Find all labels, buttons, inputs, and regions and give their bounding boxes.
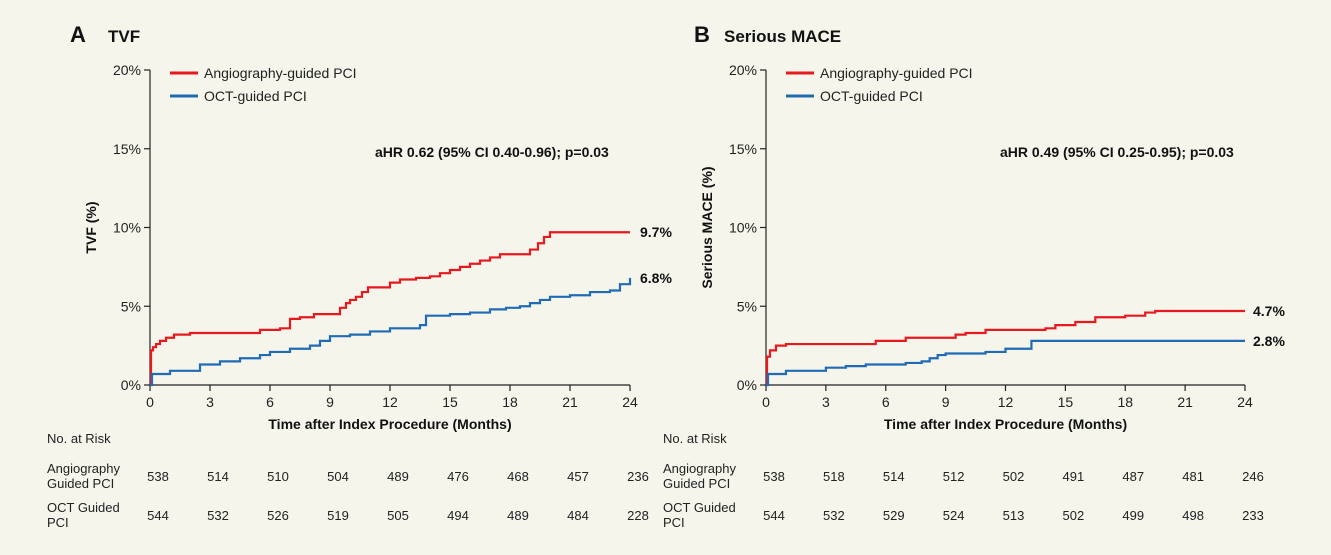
risk-row-label: Guided PCI [47,476,114,491]
risk-count: 519 [327,508,349,523]
km-curve-angiography [149,231,630,387]
risk-count: 544 [763,508,785,523]
x-tick-label: 3 [822,394,830,410]
end-value-label: 2.8% [1253,333,1285,349]
end-value-label: 9.7% [640,224,672,240]
hazard-ratio-annotation: aHR 0.49 (95% CI 0.25-0.95); p=0.03 [1000,144,1234,160]
risk-count: 487 [1122,469,1144,484]
risk-count: 512 [943,469,965,484]
risk-count: 526 [267,508,289,523]
x-tick-label: 0 [146,394,154,410]
y-tick-label: 15% [729,141,757,157]
panel-title: Serious MACE [724,27,841,46]
risk-count: 529 [883,508,905,523]
x-tick-label: 18 [502,394,518,410]
risk-count: 489 [507,508,529,523]
x-axis-label: Time after Index Procedure (Months) [884,416,1127,432]
risk-row-label: Angiography [47,461,120,476]
x-tick-label: 15 [1058,394,1074,410]
risk-count: 489 [387,469,409,484]
y-tick-label: 5% [737,298,757,314]
risk-count: 524 [943,508,965,523]
risk-count: 499 [1122,508,1144,523]
y-tick-label: 20% [113,62,141,78]
legend-entry: Angiography-guided PCI [204,65,357,81]
risk-count: 532 [823,508,845,523]
y-axis-label: Serious MACE (%) [699,166,715,288]
x-tick-label: 6 [882,394,890,410]
risk-count: 504 [327,469,349,484]
risk-count: 538 [147,469,169,484]
x-tick-label: 24 [622,394,638,410]
panel-title: TVF [108,27,140,46]
risk-table-heading: No. at Risk [47,431,111,446]
x-tick-label: 0 [762,394,770,410]
risk-table-heading: No. at Risk [663,431,727,446]
x-tick-label: 9 [942,394,950,410]
km-curve-oct [766,339,1245,387]
risk-count: 532 [207,508,229,523]
hazard-ratio-annotation: aHR 0.62 (95% CI 0.40-0.96); p=0.03 [375,144,609,160]
risk-count: 502 [1003,469,1025,484]
y-tick-label: 0% [737,377,757,393]
end-value-label: 4.7% [1253,303,1285,319]
risk-row-label: OCT Guided [663,500,736,515]
x-tick-label: 12 [998,394,1014,410]
x-tick-label: 18 [1117,394,1133,410]
end-value-label: 6.8% [640,270,672,286]
km-curve-oct [150,277,632,387]
panel-letter: A [70,22,86,47]
risk-count: 484 [567,508,589,523]
risk-row-label: Angiography [663,461,736,476]
risk-count: 514 [883,469,905,484]
risk-row-label: OCT Guided [47,500,120,515]
risk-count: 498 [1182,508,1204,523]
risk-count: 514 [207,469,229,484]
risk-count: 233 [1242,508,1264,523]
risk-count: 502 [1063,508,1085,523]
risk-count: 518 [823,469,845,484]
x-axis-label: Time after Index Procedure (Months) [268,416,511,432]
y-tick-label: 15% [113,141,141,157]
x-tick-label: 6 [266,394,274,410]
x-tick-label: 21 [1177,394,1193,410]
legend-entry: OCT-guided PCI [204,88,307,104]
x-tick-label: 9 [326,394,334,410]
x-tick-label: 3 [206,394,214,410]
legend-entry: OCT-guided PCI [820,88,923,104]
risk-count: 481 [1182,469,1204,484]
risk-count: 538 [763,469,785,484]
x-tick-label: 12 [382,394,398,410]
risk-count: 494 [447,508,469,523]
risk-count: 510 [267,469,289,484]
risk-count: 228 [627,508,649,523]
risk-row-label: Guided PCI [663,476,730,491]
risk-row-label: PCI [663,515,685,530]
panel-letter: B [694,22,710,47]
risk-count: 505 [387,508,409,523]
risk-count: 544 [147,508,169,523]
risk-count: 246 [1242,469,1264,484]
y-axis-label: TVF (%) [83,201,99,253]
risk-count: 491 [1063,469,1085,484]
y-tick-label: 10% [729,220,757,236]
risk-count: 468 [507,469,529,484]
km-curve-angiography [765,309,1245,387]
legend-entry: Angiography-guided PCI [820,65,973,81]
risk-count: 457 [567,469,589,484]
x-tick-label: 24 [1237,394,1253,410]
risk-count: 236 [627,469,649,484]
risk-count: 513 [1003,508,1025,523]
x-tick-label: 21 [562,394,578,410]
y-tick-label: 0% [121,377,141,393]
y-tick-label: 5% [121,298,141,314]
y-tick-label: 10% [113,220,141,236]
risk-row-label: PCI [47,515,69,530]
x-tick-label: 15 [442,394,458,410]
risk-count: 476 [447,469,469,484]
y-tick-label: 20% [729,62,757,78]
